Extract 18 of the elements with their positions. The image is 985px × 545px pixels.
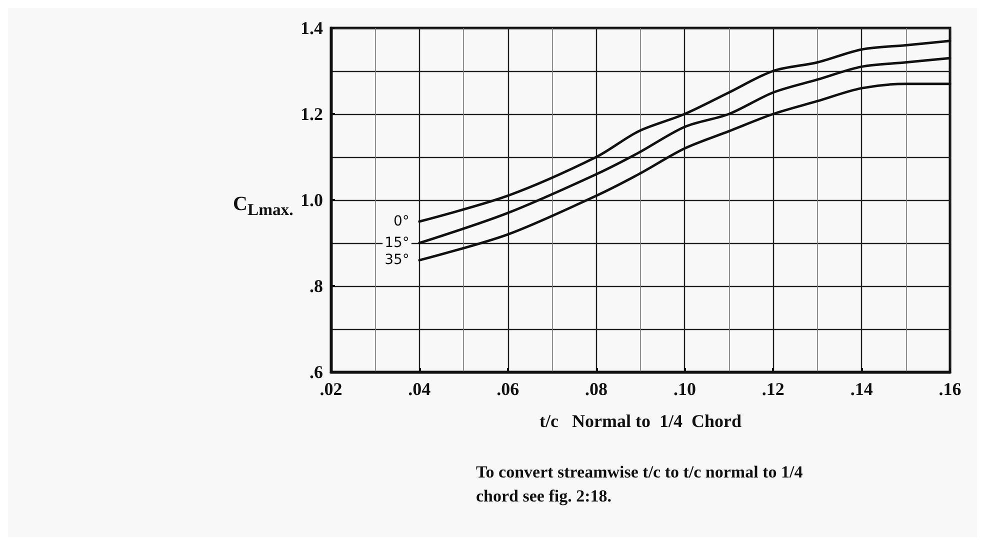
x-tick-label: .12 — [762, 379, 784, 399]
x-axis-title: t/c Normal to 1/4 Chord — [540, 411, 742, 431]
x-tick-label: .14 — [850, 379, 873, 399]
y-tick-label: 1.0 — [300, 190, 323, 210]
series-label: 35° — [384, 252, 410, 268]
x-tick-label: .16 — [938, 379, 962, 399]
x-tick-label: .04 — [408, 379, 431, 399]
x-tick-label: .02 — [320, 379, 342, 399]
x-tick-label: .06 — [496, 379, 520, 399]
x-tick-label: .10 — [673, 379, 696, 399]
y-tick-label: 1.2 — [300, 104, 323, 124]
series-label: 15° — [384, 235, 410, 251]
series-label: 0° — [394, 214, 410, 230]
y-tick-label: .8 — [310, 276, 323, 296]
x-tick-label: .08 — [585, 379, 608, 399]
y-tick-label: .6 — [310, 362, 323, 382]
y-tick-label: 1.4 — [300, 18, 323, 38]
text: To convert streamwise t/c to t/c normal to 1/4 chord see fig. 2:18. — [476, 462, 807, 506]
